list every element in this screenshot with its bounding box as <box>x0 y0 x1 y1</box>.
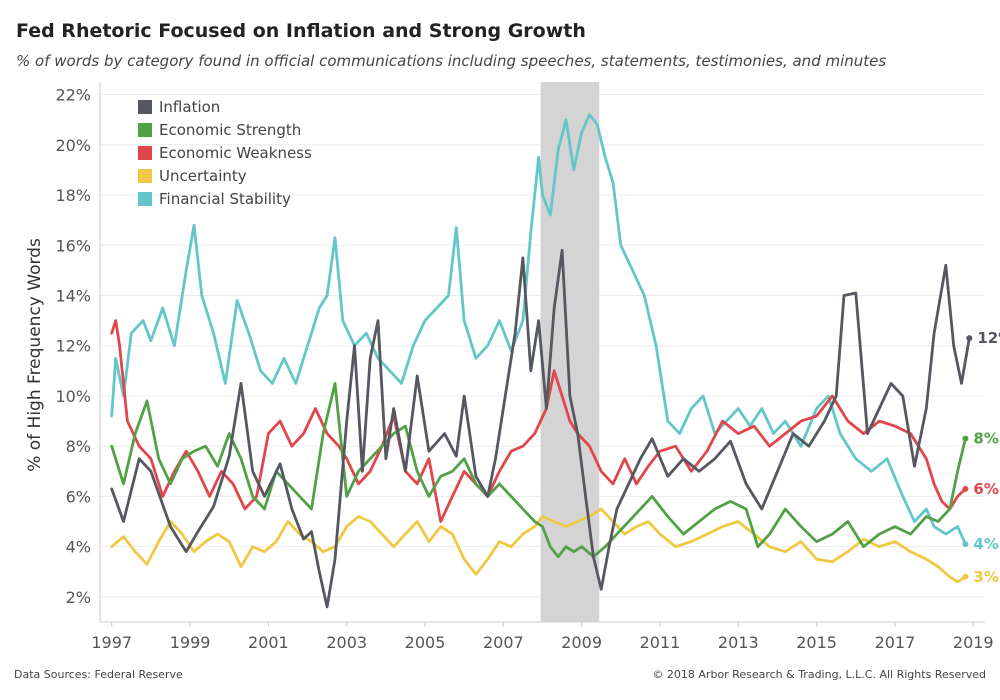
y-tick-label: 20% <box>55 136 91 155</box>
series-line-inflation <box>110 248 971 609</box>
y-tick-label: 18% <box>55 186 91 205</box>
series-end-point <box>962 541 969 548</box>
legend: Inflation Economic Strength Economic Weakn… <box>138 98 312 208</box>
chart-subtitle: % of words by category found in official… <box>16 52 887 70</box>
y-tick-label: 22% <box>55 86 91 105</box>
x-axis-ticks: 1997 1999 2001 2003 2005 2007 2009 2011 2013 2015… <box>91 622 994 652</box>
end-label-inflation: 12% <box>977 329 1000 347</box>
x-tick-label: 2009 <box>561 633 602 652</box>
y-tick-label: 16% <box>55 236 91 255</box>
series-line-economic-weakness <box>110 319 967 523</box>
y-tick-label: 2% <box>66 588 91 607</box>
x-tick-label: 2007 <box>483 633 524 652</box>
y-tick-label: 8% <box>66 437 91 456</box>
legend-swatch <box>138 146 152 160</box>
y-tick-label: 12% <box>55 337 91 356</box>
series-line-financial-stability <box>110 113 967 546</box>
series-end-point <box>966 335 973 342</box>
legend-label: Uncertainty <box>159 167 247 185</box>
legend-swatch <box>138 123 152 137</box>
end-label-economic-strength: 8% <box>973 430 998 448</box>
x-tick-label: 2003 <box>326 633 367 652</box>
legend-label: Economic Weakness <box>159 144 312 162</box>
x-tick-label: 1999 <box>170 633 211 652</box>
data-source-note: Data Sources: Federal Reserve <box>14 668 183 681</box>
series-line-uncertainty <box>110 507 967 584</box>
x-tick-label: 2013 <box>718 633 759 652</box>
x-tick-label: 2001 <box>248 633 289 652</box>
x-tick-label: 2017 <box>875 633 916 652</box>
legend-swatch <box>138 192 152 206</box>
copyright-note: © 2018 Arbor Research & Trading, L.L.C. … <box>652 668 986 681</box>
legend-label: Economic Strength <box>159 121 301 139</box>
x-tick-label: 2011 <box>640 633 681 652</box>
x-tick-label: 2019 <box>953 633 994 652</box>
y-tick-label: 10% <box>55 387 91 406</box>
chart-title: Fed Rhetoric Focused on Inflation and St… <box>16 20 586 42</box>
legend-swatch <box>138 100 152 114</box>
y-axis-label: % of High Frequency Words <box>25 238 45 472</box>
end-label-financial-stability: 4% <box>973 535 998 553</box>
y-tick-label: 14% <box>55 286 91 305</box>
y-tick-label: 4% <box>66 538 91 557</box>
x-tick-label: 2015 <box>796 633 837 652</box>
end-label-economic-weakness: 6% <box>973 480 998 498</box>
x-tick-label: 2005 <box>405 633 446 652</box>
y-axis-ticks: 2% 4% 6% 8% 10% 12% 14% 16% 18% 20% 22% <box>55 86 91 607</box>
series-end-point <box>962 485 969 492</box>
legend-swatch <box>138 169 152 183</box>
legend-label: Financial Stability <box>159 190 291 208</box>
end-label-uncertainty: 3% <box>973 568 998 586</box>
axes <box>99 82 985 623</box>
series-end-point <box>962 435 969 442</box>
series-end-point <box>962 573 969 580</box>
legend-label: Inflation <box>159 98 220 116</box>
series-line-economic-strength <box>110 382 967 559</box>
series-end-labels: 12% 8% 6% 3% 4% <box>973 329 1000 586</box>
x-tick-label: 1997 <box>91 633 132 652</box>
y-tick-label: 6% <box>66 487 91 506</box>
series-lines <box>110 113 973 609</box>
